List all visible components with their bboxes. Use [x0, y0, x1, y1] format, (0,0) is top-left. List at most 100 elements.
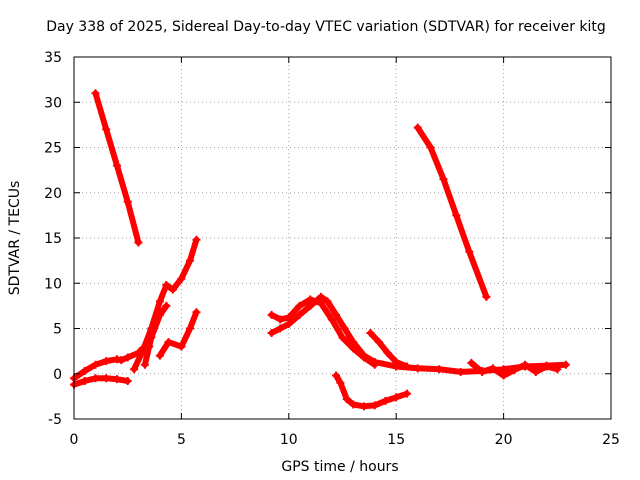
data-point	[375, 338, 384, 347]
data-point	[155, 351, 164, 360]
data-point	[332, 310, 341, 319]
data-point	[102, 125, 111, 134]
data-point	[327, 315, 336, 324]
data-point	[192, 235, 201, 244]
series-line	[268, 293, 569, 375]
data-point	[295, 301, 304, 310]
data-point	[465, 247, 474, 256]
data-point	[177, 274, 186, 283]
data-point	[402, 389, 411, 398]
data-point	[123, 353, 132, 362]
data-point	[155, 310, 164, 319]
data-point	[452, 211, 461, 220]
data-point	[383, 348, 392, 357]
data-point	[510, 366, 519, 375]
data-point	[117, 356, 126, 365]
y-tick-label: 35	[44, 50, 62, 66]
y-tick-label: 0	[53, 367, 62, 383]
series-arc-10	[366, 329, 411, 371]
data-point	[185, 256, 194, 265]
data-point	[426, 143, 435, 152]
x-tick-label: 20	[495, 432, 513, 448]
y-tick-label: 25	[44, 141, 62, 157]
data-point	[488, 364, 497, 373]
series-line	[156, 309, 200, 359]
y-tick-label: 30	[44, 95, 62, 111]
data-point	[482, 292, 491, 301]
data-point	[342, 395, 351, 404]
y-tick-label: 15	[44, 231, 62, 247]
data-point	[478, 367, 487, 376]
data-point	[366, 329, 375, 338]
data-point	[553, 365, 562, 374]
series-arc-9	[267, 295, 379, 369]
y-tick-label: 5	[53, 322, 62, 338]
data-point	[392, 357, 401, 366]
data-point	[413, 123, 422, 132]
data-point	[561, 360, 570, 369]
data-point	[91, 360, 100, 369]
data-point	[112, 161, 121, 170]
x-tick-label: 15	[387, 432, 405, 448]
series-arc-2	[413, 123, 491, 301]
data-point	[336, 378, 345, 387]
series-arc-6	[140, 301, 171, 369]
y-tick-label: -5	[48, 412, 62, 428]
data-point	[284, 313, 293, 322]
series-layer	[70, 89, 570, 411]
tick-layer: 0 5 10 15 20 25 -5 0 5 10 15 20 25 30 35	[44, 50, 620, 448]
data-point	[102, 357, 111, 366]
data-point	[370, 360, 379, 369]
data-point	[542, 362, 551, 371]
data-point	[123, 197, 132, 206]
data-point	[276, 324, 285, 333]
data-point	[147, 333, 156, 342]
data-point	[359, 353, 368, 362]
data-point	[323, 297, 332, 306]
data-point	[531, 367, 540, 376]
data-point	[177, 342, 186, 351]
series-line	[414, 124, 490, 300]
series-line	[268, 296, 378, 368]
data-point	[91, 374, 100, 383]
data-point	[134, 238, 143, 247]
data-point	[349, 344, 358, 353]
data-point	[164, 338, 173, 347]
data-point	[168, 285, 177, 294]
x-tick-label: 0	[70, 432, 79, 448]
data-point	[332, 371, 341, 380]
data-point	[91, 89, 100, 98]
data-point	[295, 310, 304, 319]
data-point	[359, 402, 368, 411]
series-arc-5	[130, 235, 201, 374]
data-point	[140, 360, 149, 369]
series-arc-7	[155, 308, 201, 360]
data-point	[185, 324, 194, 333]
data-point	[456, 367, 465, 376]
data-point	[499, 371, 508, 380]
data-point	[435, 365, 444, 374]
data-point	[439, 175, 448, 184]
y-tick-label: 10	[44, 276, 62, 292]
data-point	[392, 393, 401, 402]
x-tick-label: 25	[602, 432, 620, 448]
data-point	[80, 367, 89, 376]
y-axis-label: SDTVAR / TECUs	[7, 181, 23, 296]
data-point	[123, 376, 132, 385]
data-point	[306, 295, 315, 304]
data-point	[467, 358, 476, 367]
data-point	[317, 299, 326, 308]
data-point	[112, 375, 121, 384]
data-point	[155, 297, 164, 306]
data-point	[162, 301, 171, 310]
data-point	[80, 376, 89, 385]
data-point	[402, 362, 411, 371]
data-point	[276, 315, 285, 324]
data-point	[370, 401, 379, 410]
data-point	[521, 360, 530, 369]
data-point	[413, 364, 422, 373]
x-axis-label: GPS time / hours	[281, 459, 398, 475]
data-point	[340, 324, 349, 333]
chart-title: Day 338 of 2025, Sidereal Day-to-day VTE…	[46, 19, 606, 35]
